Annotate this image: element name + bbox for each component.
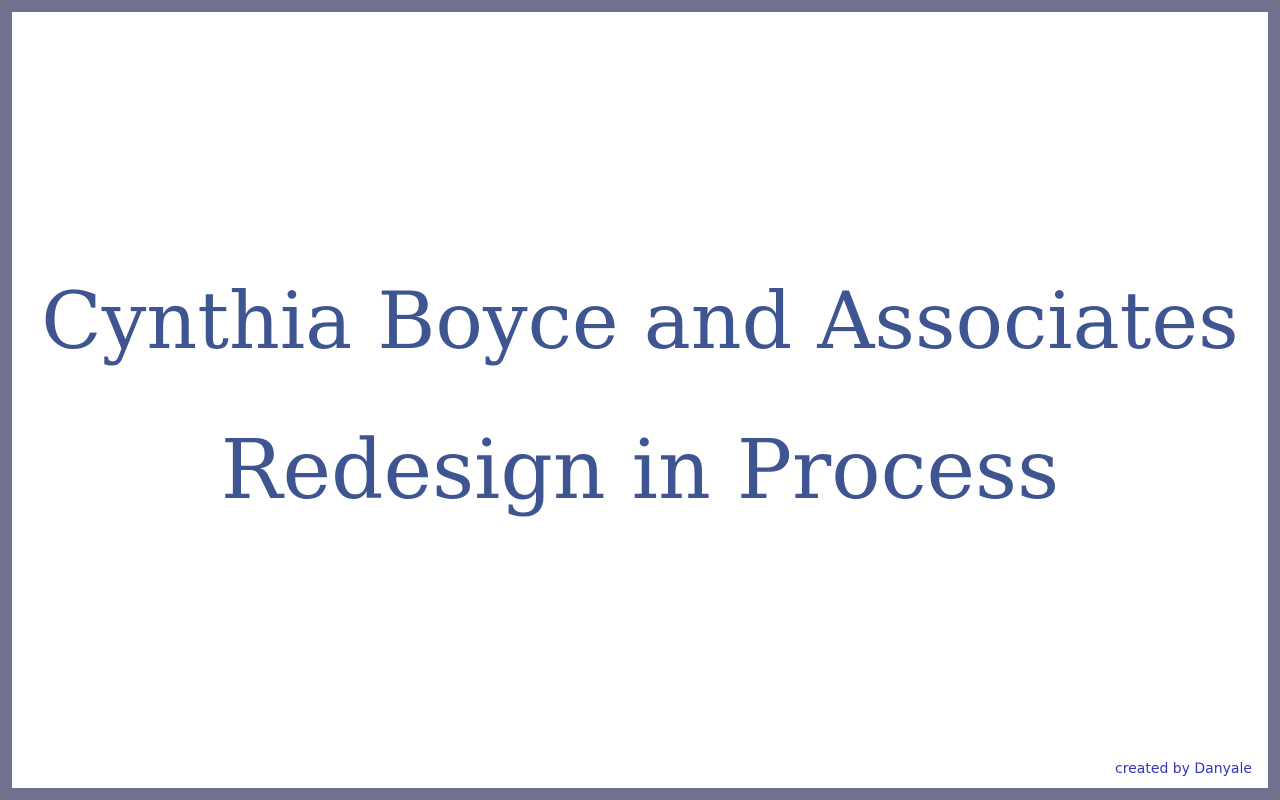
page-subtitle: Redesign in Process (220, 423, 1060, 518)
page-title: Cynthia Boyce and Associates (41, 275, 1239, 367)
page-frame: Cynthia Boyce and Associates Redesign in… (12, 12, 1268, 788)
credit-link[interactable]: created by Danyale (1115, 761, 1252, 777)
